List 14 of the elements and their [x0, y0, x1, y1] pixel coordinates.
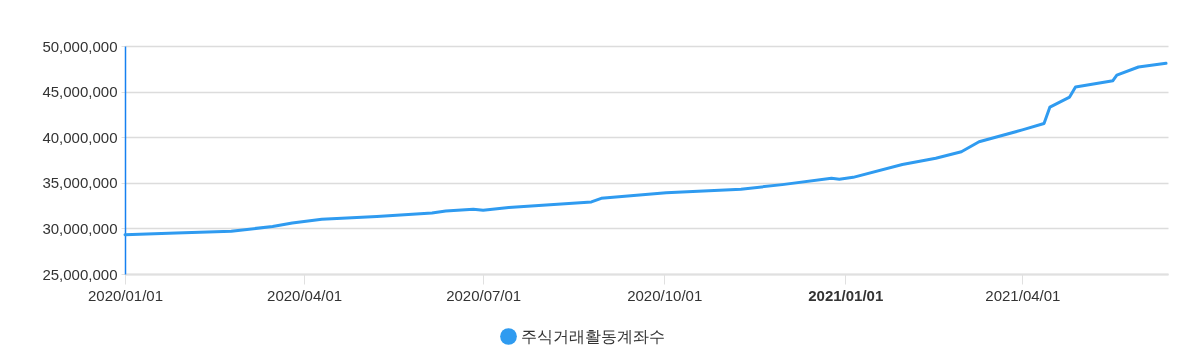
x-tick-label: 2021/04/01 — [985, 286, 1061, 304]
x-tick-label: 2020/01/01 — [87, 286, 164, 304]
y-tick-label: 35,000,000 — [42, 174, 118, 192]
y-tick-label: 40,000,000 — [42, 128, 118, 146]
y-tick-label: 50,000,000 — [42, 37, 118, 55]
x-tick-label: 2021/01/01 — [808, 286, 884, 304]
y-tick-label: 25,000,000 — [42, 265, 118, 283]
y-tick-label: 30,000,000 — [42, 219, 118, 237]
legend-label: 주식거래활동계좌수 — [521, 327, 665, 345]
line-series — [123, 61, 1168, 237]
y-tick-label: 45,000,000 — [42, 83, 118, 101]
x-tick-label: 2020/04/01 — [267, 286, 343, 304]
x-tick-label: 2020/10/01 — [627, 286, 703, 304]
x-tick-label: 2020/07/01 — [446, 286, 522, 304]
